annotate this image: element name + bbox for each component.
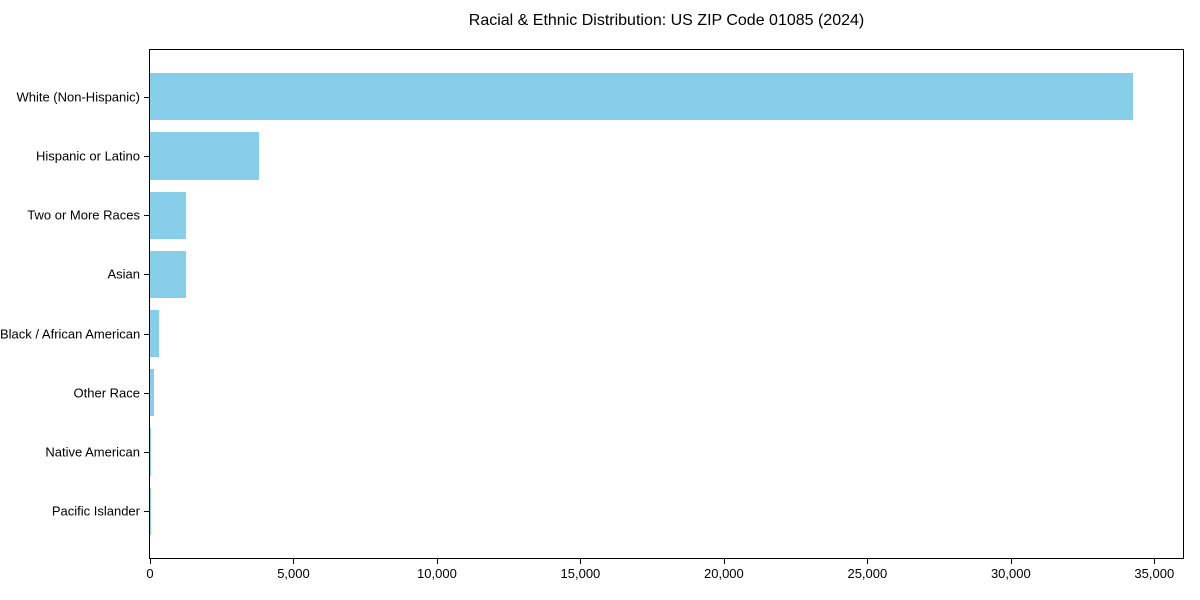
category-label: Hispanic or Latino [35,148,140,164]
chart-title: Racial & Ethnic Distribution: US ZIP Cod… [468,12,865,29]
bar [150,428,152,476]
category-label: Two or More Races [27,207,140,223]
x-tick-label: 0 [146,566,154,581]
x-tick-label: 20,000 [703,566,744,581]
y-tick-mark [144,96,149,98]
x-tick-mark [580,559,582,564]
plot-area [149,49,1184,559]
x-tick-mark [1154,559,1156,564]
category-label: White (Non-Hispanic) [16,89,140,105]
y-tick-mark [144,215,149,217]
x-tick-label: 5,000 [277,566,310,581]
x-tick-mark [723,559,725,564]
x-tick-label: 15,000 [560,566,601,581]
y-tick-mark [144,452,149,454]
bar [150,73,1134,121]
category-label: Native American [45,444,140,460]
bar [150,132,259,180]
x-tick-mark [1010,559,1012,564]
x-tick-label: 35,000 [1134,566,1175,581]
x-tick-label: 10,000 [417,566,457,581]
y-tick-mark [144,155,149,157]
y-tick-mark [144,274,149,276]
x-tick-label: 25,000 [847,566,888,581]
y-tick-mark [144,511,149,513]
category-label: Pacific Islander [51,503,140,519]
category-label: Other Race [73,385,140,401]
x-tick-mark [293,559,295,564]
category-label: Asian [107,266,140,282]
bar [150,369,155,417]
x-tick-label: 30,000 [990,566,1031,581]
bar [150,250,186,299]
bar [150,309,159,358]
y-tick-mark [144,333,149,335]
x-tick-mark [436,559,438,564]
y-tick-mark [144,392,149,394]
bar [150,191,187,239]
category-label: Black / African American [0,326,141,342]
x-tick-mark [150,559,151,564]
x-tick-mark [867,559,869,564]
